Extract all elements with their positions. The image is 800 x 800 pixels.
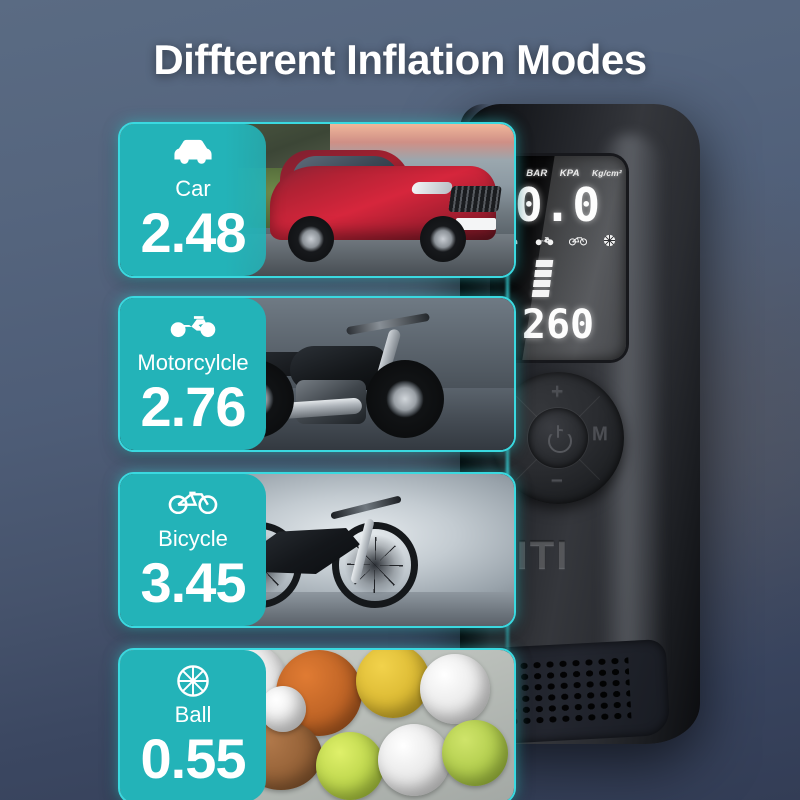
mode-button[interactable]: M bbox=[592, 424, 608, 445]
mode-card-ball[interactable]: Ball 0.55 bbox=[118, 648, 516, 800]
mode-card-motorcycle[interactable]: Motorcylcle 2.76 bbox=[118, 296, 516, 452]
lcd-sub-reading: 260 bbox=[490, 302, 626, 348]
card-label-ball: Ball bbox=[174, 702, 212, 727]
mode-card-car[interactable]: Car 2.48 bbox=[118, 122, 516, 278]
card-panel-bicycle: Bicycle 3.45 bbox=[120, 474, 266, 626]
bicycle-icon bbox=[120, 488, 266, 519]
card-value-ball: 0.55 bbox=[140, 727, 247, 790]
card-panel-ball: Ball 0.55 bbox=[120, 650, 266, 800]
unit-kpa: KPA bbox=[560, 168, 580, 179]
card-panel-motorcycle: Motorcylcle 2.76 bbox=[120, 298, 266, 450]
lcd-bicycle-icon bbox=[569, 237, 588, 246]
air-pump-device: PSI BAR KPA Kg/cm² 0.0 bbox=[404, 104, 700, 746]
increase-button[interactable]: + bbox=[551, 380, 564, 403]
motorcycle-icon bbox=[120, 312, 266, 343]
unit-kgcm2: Kg/cm² bbox=[592, 168, 622, 178]
decrease-button[interactable]: – bbox=[551, 468, 563, 491]
car-icon bbox=[120, 138, 266, 169]
unit-bar: BAR bbox=[526, 168, 548, 179]
ball-icon bbox=[120, 664, 266, 703]
card-label-car: Car bbox=[175, 176, 211, 201]
card-panel-car: Car 2.48 bbox=[120, 124, 266, 276]
mode-card-bicycle[interactable]: Bicycle 3.45 bbox=[118, 472, 516, 628]
card-value-bicycle: 3.45 bbox=[140, 551, 247, 614]
lcd-main-reading: 0.0 bbox=[490, 178, 626, 232]
power-icon bbox=[546, 425, 570, 449]
lcd-motorcycle-icon bbox=[535, 237, 553, 246]
card-label-bicycle: Bicycle bbox=[158, 526, 228, 551]
lcd-ball-icon bbox=[603, 234, 616, 247]
card-value-car: 2.48 bbox=[140, 201, 247, 264]
power-button[interactable] bbox=[528, 408, 588, 468]
card-label-motorcycle: Motorcylcle bbox=[137, 350, 249, 375]
card-value-motorcycle: 2.76 bbox=[140, 375, 247, 438]
page-title: Diffterent Inflation Modes bbox=[153, 36, 647, 83]
